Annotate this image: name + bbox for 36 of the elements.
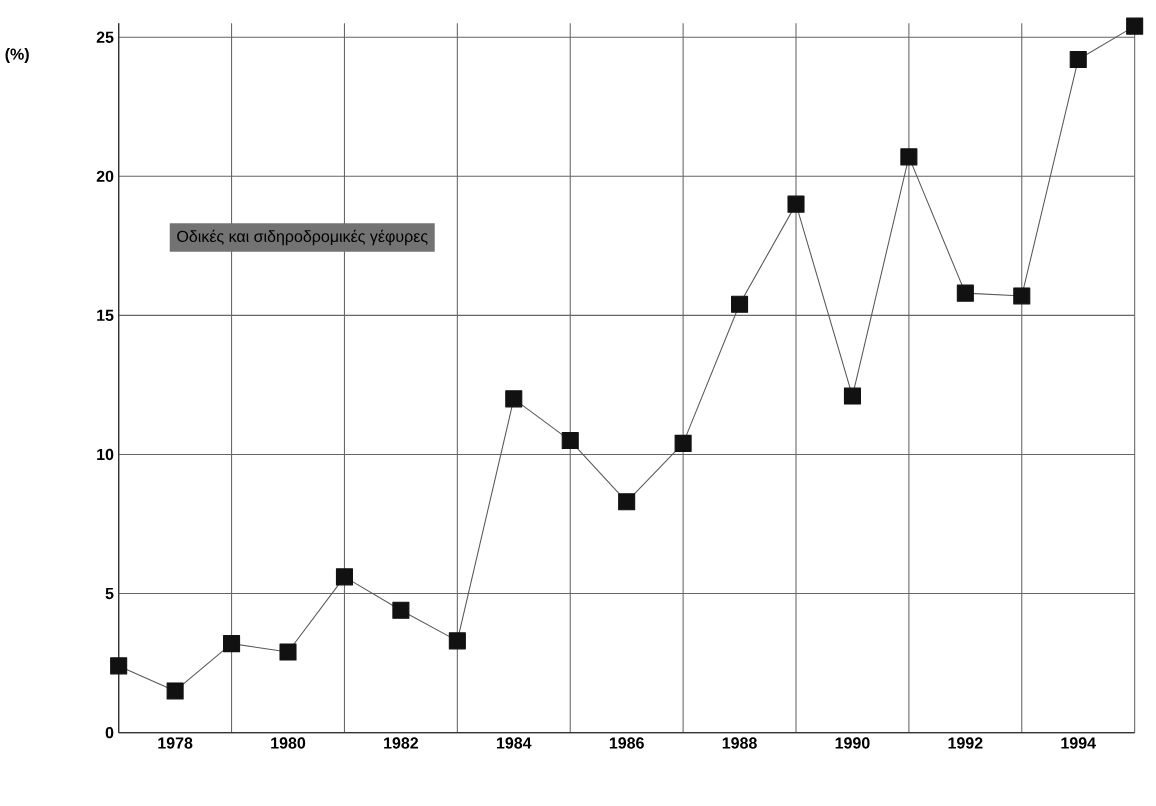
y-tick-label: 5 [105,587,114,600]
x-tick-label: 1994 [1061,737,1096,749]
point [561,432,579,450]
x-tick-label: 1978 [158,737,193,749]
x-tick-label: 1988 [722,737,757,749]
point [1013,287,1031,305]
point [618,493,636,511]
x-tick-label: 1982 [384,737,419,749]
point [731,295,749,313]
point [223,635,241,653]
point [110,657,128,675]
point [787,195,805,213]
y-tick-label: 15 [97,309,114,321]
point [448,632,466,650]
point [956,284,974,302]
y-tick-label: 20 [96,170,114,182]
point [279,643,297,661]
x-tick-label: 1980 [271,737,306,749]
point [392,601,410,619]
y-tick-label: 25 [96,31,114,43]
y-tick-label: 0 [105,726,114,739]
x-tick-label: 1986 [609,737,644,749]
point [166,682,184,700]
y-axis-title: (%) [5,48,29,63]
point [1126,17,1144,35]
x-tick-label: 1992 [948,737,983,749]
point [1069,50,1087,69]
point [900,148,918,166]
x-tick-label: 1984 [496,737,532,749]
y-tick-label: 10 [97,448,114,461]
annotation: Οδικές και σιδηροδρομικές γέφυρες [177,229,428,246]
x-tick-label: 1990 [835,737,870,749]
point [335,568,353,586]
point [674,434,692,452]
point [843,387,861,405]
point [505,390,523,408]
